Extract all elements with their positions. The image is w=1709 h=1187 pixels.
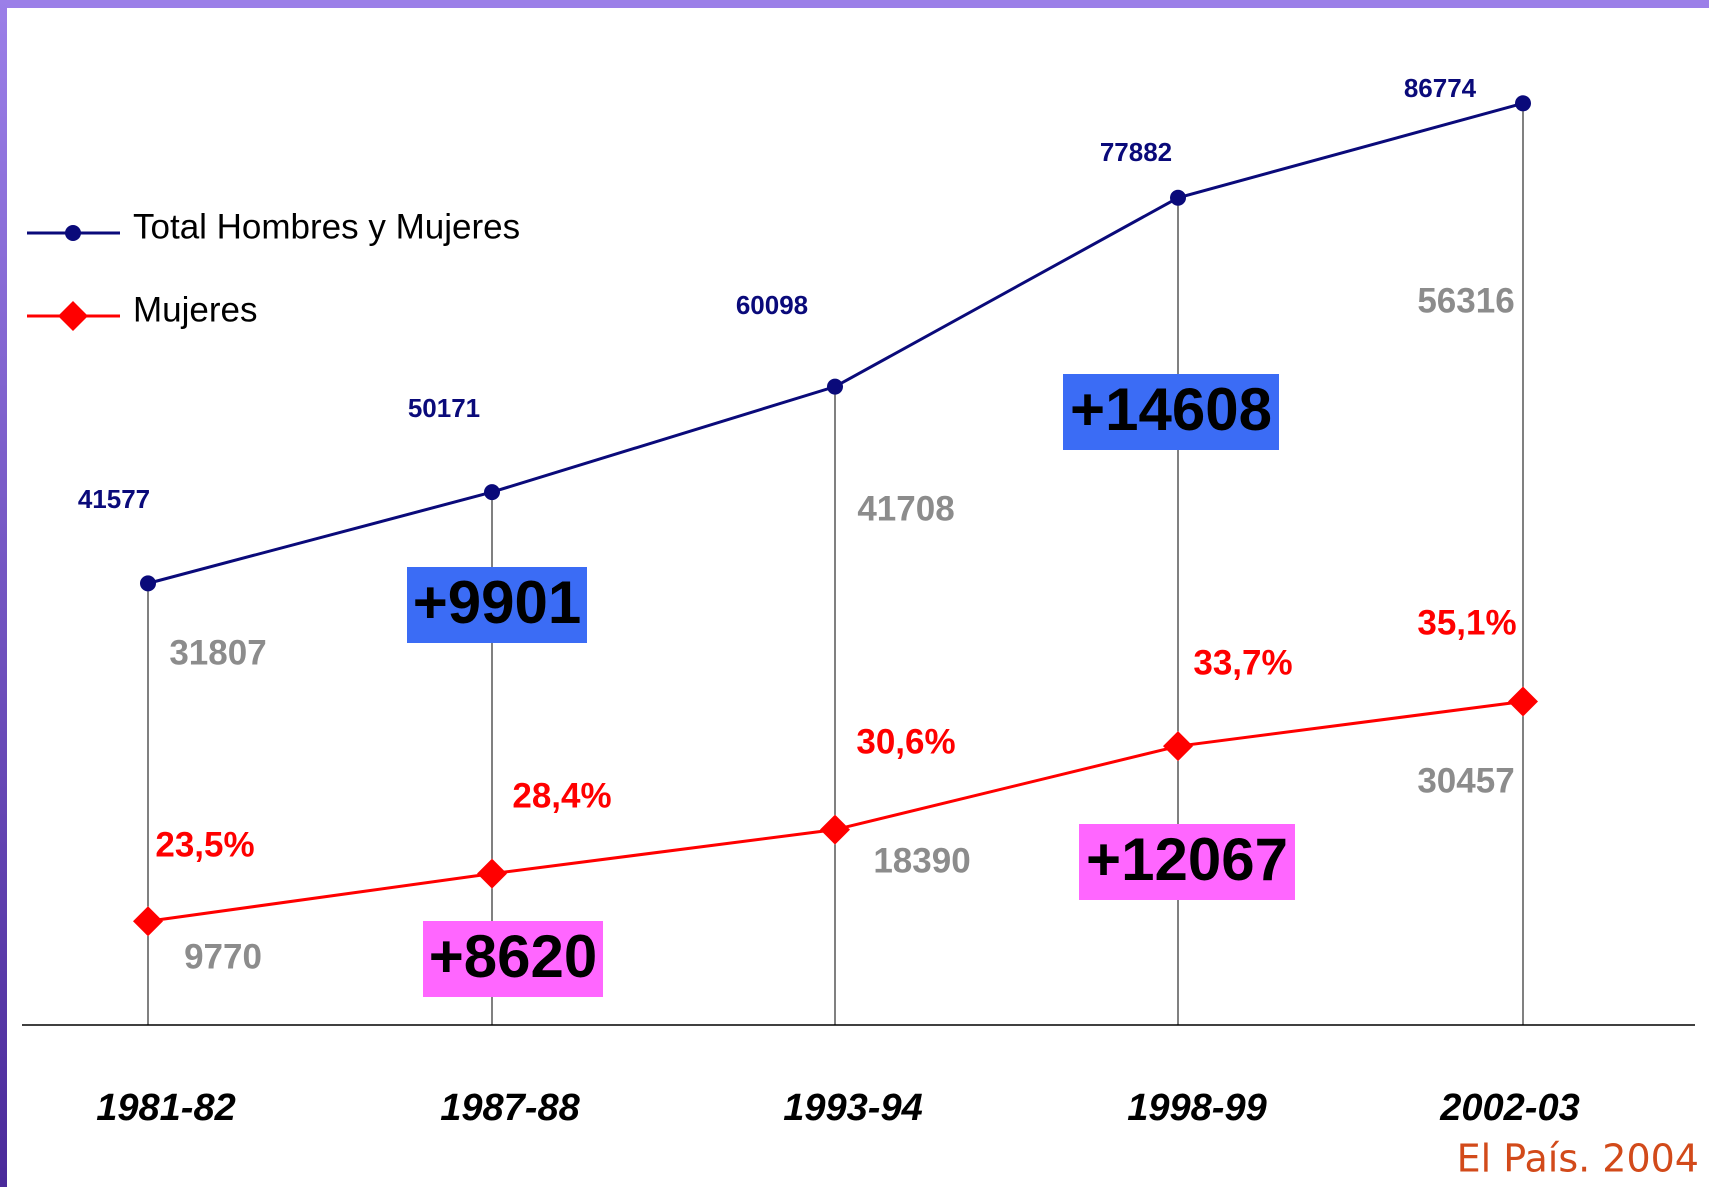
data-label: 41577	[78, 484, 150, 514]
top-border	[0, 0, 1709, 8]
source: El País. 2004	[1457, 1137, 1699, 1181]
count-label: 9770	[184, 937, 262, 976]
share-label: 35,1%	[1417, 603, 1516, 642]
legend-label: Total Hombres y Mujeres	[133, 207, 520, 246]
count-label: 41708	[857, 489, 954, 528]
legend-label: Mujeres	[133, 290, 257, 329]
x-tick-label: 1981-82	[96, 1087, 235, 1129]
increment-label: +14608	[1070, 376, 1272, 443]
point	[65, 225, 81, 241]
data-label: 50171	[408, 393, 480, 423]
x-tick-label: 1987-88	[440, 1087, 580, 1129]
increment-box	[1079, 824, 1295, 900]
share-label: 23,5%	[155, 825, 254, 864]
point	[484, 484, 500, 501]
increment-label: +12067	[1086, 826, 1288, 893]
data-label: 86774	[1404, 73, 1477, 103]
data-label: 77882	[1100, 137, 1172, 167]
point	[477, 858, 507, 889]
increment-box	[1063, 374, 1279, 450]
share-label: 33,7%	[1193, 643, 1292, 682]
point	[133, 906, 163, 937]
share-label: 28,4%	[512, 776, 611, 815]
count-label: 31807	[169, 633, 266, 672]
count-label: 30457	[1417, 761, 1514, 800]
point	[1170, 189, 1186, 206]
point	[1515, 95, 1531, 112]
increment-label: +9901	[413, 569, 582, 636]
increment-label: +8620	[429, 923, 598, 990]
point	[58, 301, 88, 331]
point	[1508, 686, 1538, 717]
x-tick-label: 1993-94	[783, 1087, 922, 1129]
x-tick-label: 2002-03	[1439, 1087, 1579, 1129]
point	[140, 575, 156, 592]
x-tick-label: 1998-99	[1127, 1087, 1266, 1129]
count-label: 56316	[1417, 281, 1514, 320]
point	[1163, 731, 1193, 762]
increment-box	[423, 921, 603, 997]
point	[820, 814, 850, 845]
count-label: 18390	[873, 841, 970, 880]
share-label: 30,6%	[856, 722, 955, 761]
data-label: 60098	[736, 290, 808, 320]
point	[827, 378, 843, 395]
increment-box	[407, 567, 587, 643]
left-border	[0, 0, 7, 1187]
